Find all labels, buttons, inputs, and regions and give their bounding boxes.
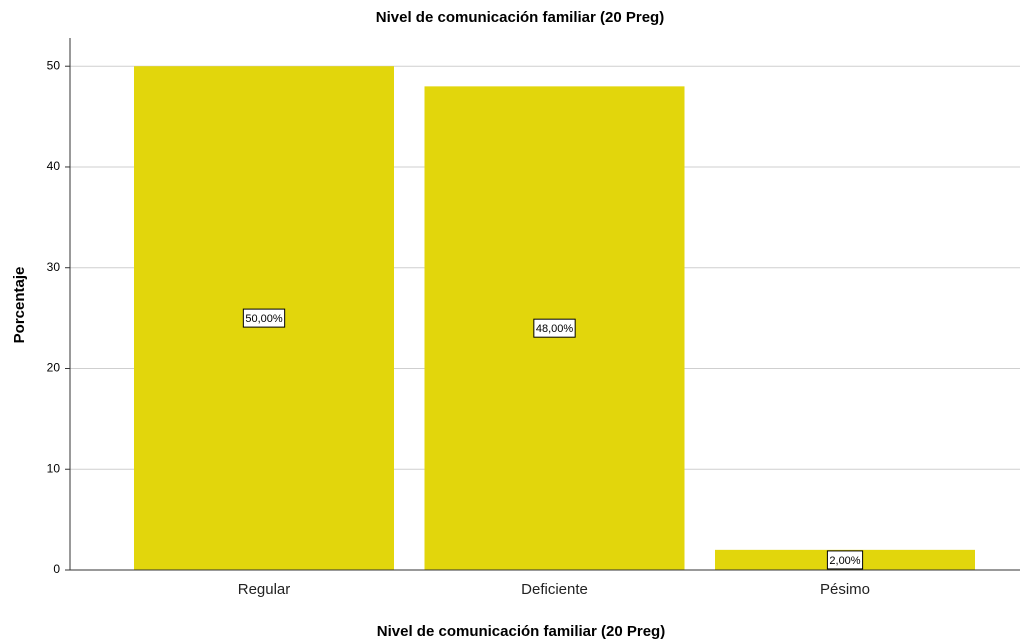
x-axis-title: Nivel de comunicación familiar (20 Preg) bbox=[377, 623, 665, 640]
value-label-box bbox=[533, 318, 576, 338]
y-tick-label: 20 bbox=[47, 361, 61, 375]
value-label: 2,00% bbox=[829, 555, 860, 567]
value-label-box bbox=[826, 550, 864, 570]
y-tick-label: 0 bbox=[53, 562, 60, 576]
value-label: 48,00% bbox=[536, 323, 574, 335]
y-axis-title: Porcentaje bbox=[11, 267, 28, 344]
x-tick-label: Deficiente bbox=[521, 581, 588, 598]
x-tick-label: Regular bbox=[238, 581, 291, 598]
value-label-box bbox=[242, 308, 286, 328]
y-tick-label: 40 bbox=[47, 159, 61, 173]
x-tick-label: Pésimo bbox=[820, 581, 870, 598]
y-tick-label: 10 bbox=[47, 461, 61, 475]
y-tick-label: 30 bbox=[47, 260, 61, 274]
y-tick-label: 50 bbox=[47, 58, 61, 72]
value-label: 50,00% bbox=[245, 313, 283, 325]
chart-title: Nivel de comunicación familiar (20 Preg) bbox=[376, 9, 664, 26]
